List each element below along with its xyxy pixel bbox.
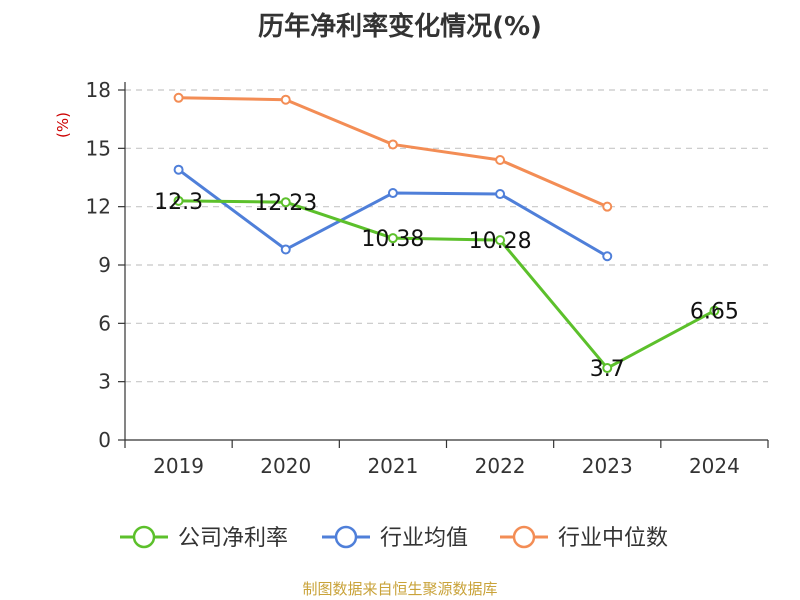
- data-label: 6.65: [690, 300, 739, 325]
- data-point: [709, 305, 720, 316]
- legend-item[interactable]: 行业中位数: [500, 525, 668, 551]
- data-point: [495, 155, 506, 165]
- data-labels: 12.3 12.23 10.38 10.28 3.7 6.65: [154, 190, 739, 382]
- y-tick-label: 6: [98, 311, 111, 335]
- y-tick-label: 12: [86, 195, 111, 219]
- data-point: [173, 92, 184, 103]
- data-label: 10.28: [469, 229, 532, 254]
- y-axis-label: (%): [54, 112, 72, 138]
- chart-title: 历年净利率变化情况(%): [258, 12, 542, 42]
- legend-label: 公司净利率: [178, 526, 288, 551]
- data-point: [602, 201, 613, 212]
- series-group: [173, 92, 720, 374]
- x-tick-label: 2024: [689, 454, 740, 478]
- x-tick-labels: 2019 2020 2021 2022 2023 2024: [153, 454, 740, 478]
- data-point: [280, 244, 291, 255]
- data-label: 3.7: [590, 357, 625, 382]
- data-label: 12.23: [254, 191, 317, 216]
- data-point: [387, 188, 398, 199]
- grid-lines: [125, 89, 768, 383]
- y-tick-label: 0: [98, 428, 111, 452]
- y-tick-label: 18: [86, 78, 111, 102]
- y-tick-labels: 0 3 6 9 12 15 18: [86, 78, 111, 452]
- data-point: [495, 235, 506, 246]
- series-line: [178, 199, 716, 370]
- data-point: [280, 197, 291, 208]
- axes: [118, 82, 769, 448]
- data-point: [602, 363, 613, 374]
- legend-label: 行业均值: [380, 526, 468, 551]
- y-tick-label: 9: [98, 253, 111, 277]
- legend-swatch-marker: [512, 525, 536, 549]
- data-point: [602, 251, 613, 262]
- legend-swatch-marker: [334, 525, 358, 549]
- data-point: [387, 233, 398, 244]
- x-tick-label: 2021: [367, 454, 418, 478]
- legend-label: 行业中位数: [558, 526, 668, 551]
- y-tick-label: 15: [86, 136, 111, 160]
- data-label: 10.38: [361, 227, 424, 252]
- x-tick-label: 2022: [475, 454, 526, 478]
- legend-item[interactable]: 公司净利率: [120, 525, 288, 551]
- data-point: [495, 189, 506, 200]
- y-tick-label: 3: [98, 370, 111, 394]
- x-tick-label: 2019: [153, 454, 204, 478]
- legend-swatch-marker: [132, 525, 156, 549]
- footer-source: 制图数据来自恒生聚源数据库: [302, 580, 498, 598]
- legend[interactable]: 公司净利率 行业均值 行业中位数: [120, 525, 668, 551]
- data-point: [173, 164, 184, 175]
- legend-item[interactable]: 行业均值: [322, 525, 468, 551]
- data-point: [280, 94, 291, 105]
- x-tick-label: 2020: [260, 454, 311, 478]
- data-point: [173, 195, 184, 206]
- x-tick-label: 2023: [582, 454, 633, 478]
- data-point: [387, 139, 398, 150]
- data-label: 12.3: [154, 190, 203, 215]
